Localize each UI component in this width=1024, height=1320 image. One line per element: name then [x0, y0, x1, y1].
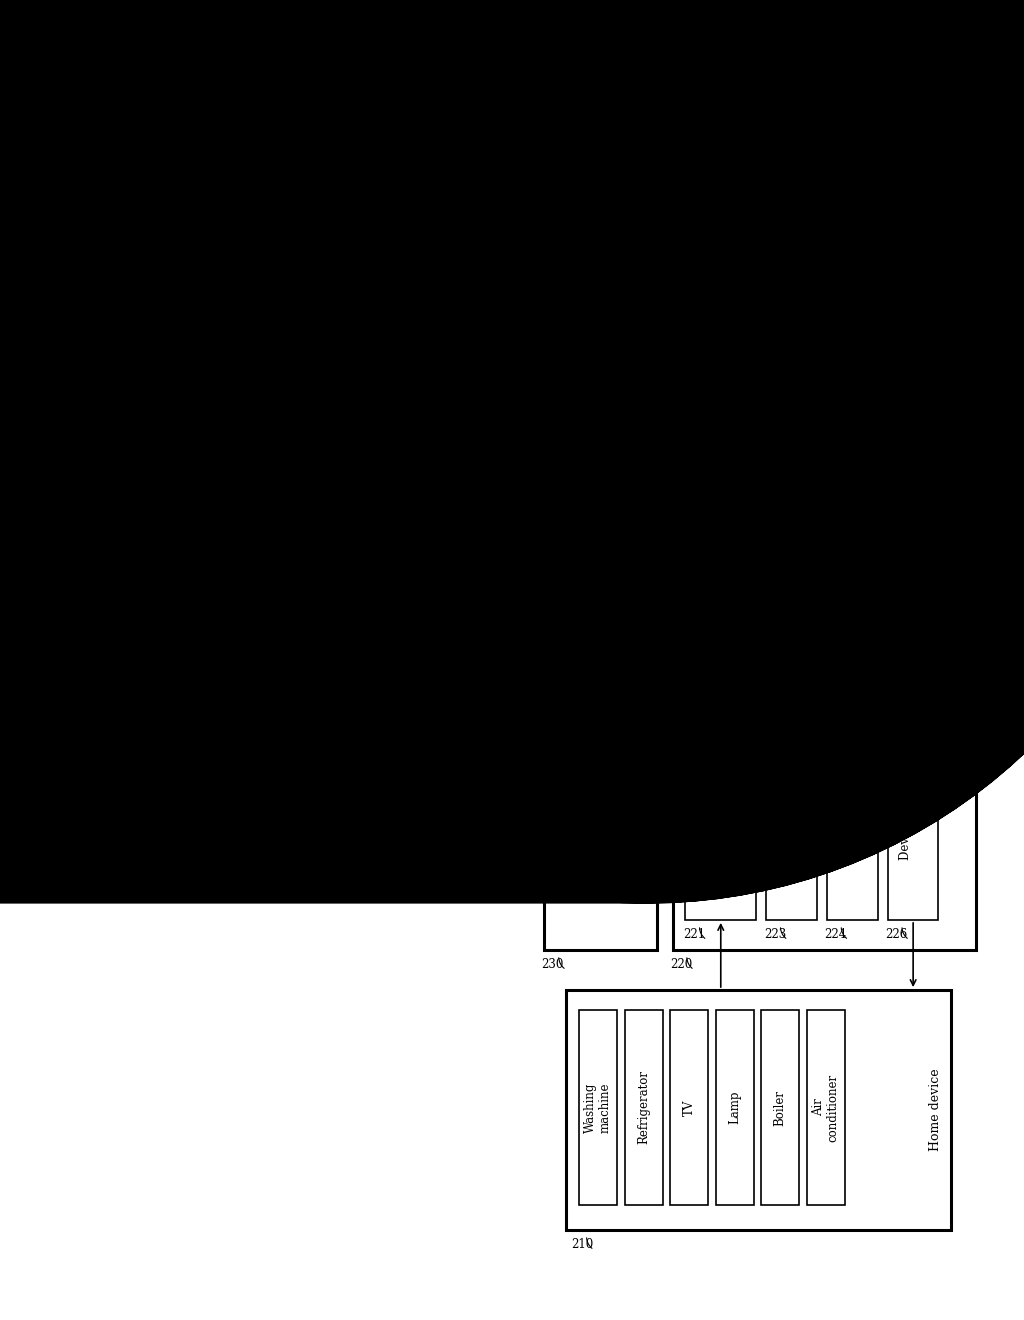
Text: Intensity of
illumination
sensor: Intensity of illumination sensor	[588, 614, 631, 685]
Text: Habitation
sensor: Habitation sensor	[595, 483, 624, 546]
Text: Device controlling
module: Device controlling module	[899, 751, 927, 859]
Bar	[827, 690, 878, 920]
Text: 250: 250	[919, 124, 941, 136]
Text: Boiler: Boiler	[774, 1089, 786, 1126]
Text: Inquiry, statistics,
report module: Inquiry, statistics, report module	[707, 492, 735, 598]
Text: Washing
machine: Washing machine	[584, 1082, 612, 1133]
Text: 222: 222	[683, 628, 705, 642]
Bar	[577, 590, 642, 710]
Text: Patent Application Publication: Patent Application Publication	[556, 63, 796, 77]
Text: 226: 226	[886, 928, 907, 941]
Text: DR profiler module: DR profiler module	[846, 747, 859, 862]
Text: 230: 230	[541, 958, 563, 972]
Bar	[577, 730, 642, 840]
Bar	[577, 459, 642, 570]
Bar	[795, 271, 819, 310]
Bar	[728, 154, 795, 271]
Bar	[544, 430, 657, 950]
Bar	[865, 154, 931, 271]
Text: User schedule
profiler module: User schedule profiler module	[777, 759, 806, 851]
Text: Temperture
sensor: Temperture sensor	[595, 750, 624, 820]
Text: 224: 224	[824, 928, 847, 941]
Text: 221: 221	[683, 928, 705, 941]
Text: Complex server: Complex server	[892, 160, 904, 265]
Bar	[685, 470, 756, 620]
Text: Air
conditioner: Air conditioner	[812, 1073, 840, 1142]
Bar	[888, 690, 938, 920]
Text: 210: 210	[571, 1238, 594, 1251]
Text: 225: 225	[886, 628, 907, 642]
Bar	[761, 1010, 800, 1205]
Text: Home environment sensor: Home environment sensor	[548, 606, 561, 774]
Text: 220: 220	[670, 958, 692, 972]
Text: Aug. 8, 2013   Sheet 2 of 4: Aug. 8, 2013 Sheet 2 of 4	[723, 63, 930, 77]
Bar	[566, 990, 951, 1230]
Text: Complex server
interlocking module: Complex server interlocking module	[899, 486, 927, 605]
Bar	[673, 430, 977, 950]
Text: FIG. 2: FIG. 2	[554, 582, 610, 598]
Bar	[670, 1010, 709, 1205]
Text: Refrigerator: Refrigerator	[637, 1071, 650, 1144]
Text: Home server: Home server	[958, 649, 972, 731]
Text: Energy and environment
information collecting
module: Energy and environment information colle…	[705, 719, 737, 861]
Bar	[579, 1010, 617, 1205]
Bar	[888, 470, 938, 620]
Bar	[625, 1010, 663, 1205]
Bar	[807, 1010, 845, 1205]
Text: TV: TV	[683, 1100, 695, 1115]
Text: US 2013/0204454 A1: US 2013/0204454 A1	[870, 63, 1024, 77]
Bar	[716, 1010, 754, 1205]
Text: 240: 240	[781, 124, 804, 136]
Text: 223: 223	[764, 928, 786, 941]
Bar	[766, 690, 817, 920]
Text: Home device: Home device	[930, 1069, 942, 1151]
Text: Home user: Home user	[755, 176, 768, 249]
Bar	[685, 660, 756, 920]
Text: Lamp: Lamp	[728, 1090, 741, 1125]
